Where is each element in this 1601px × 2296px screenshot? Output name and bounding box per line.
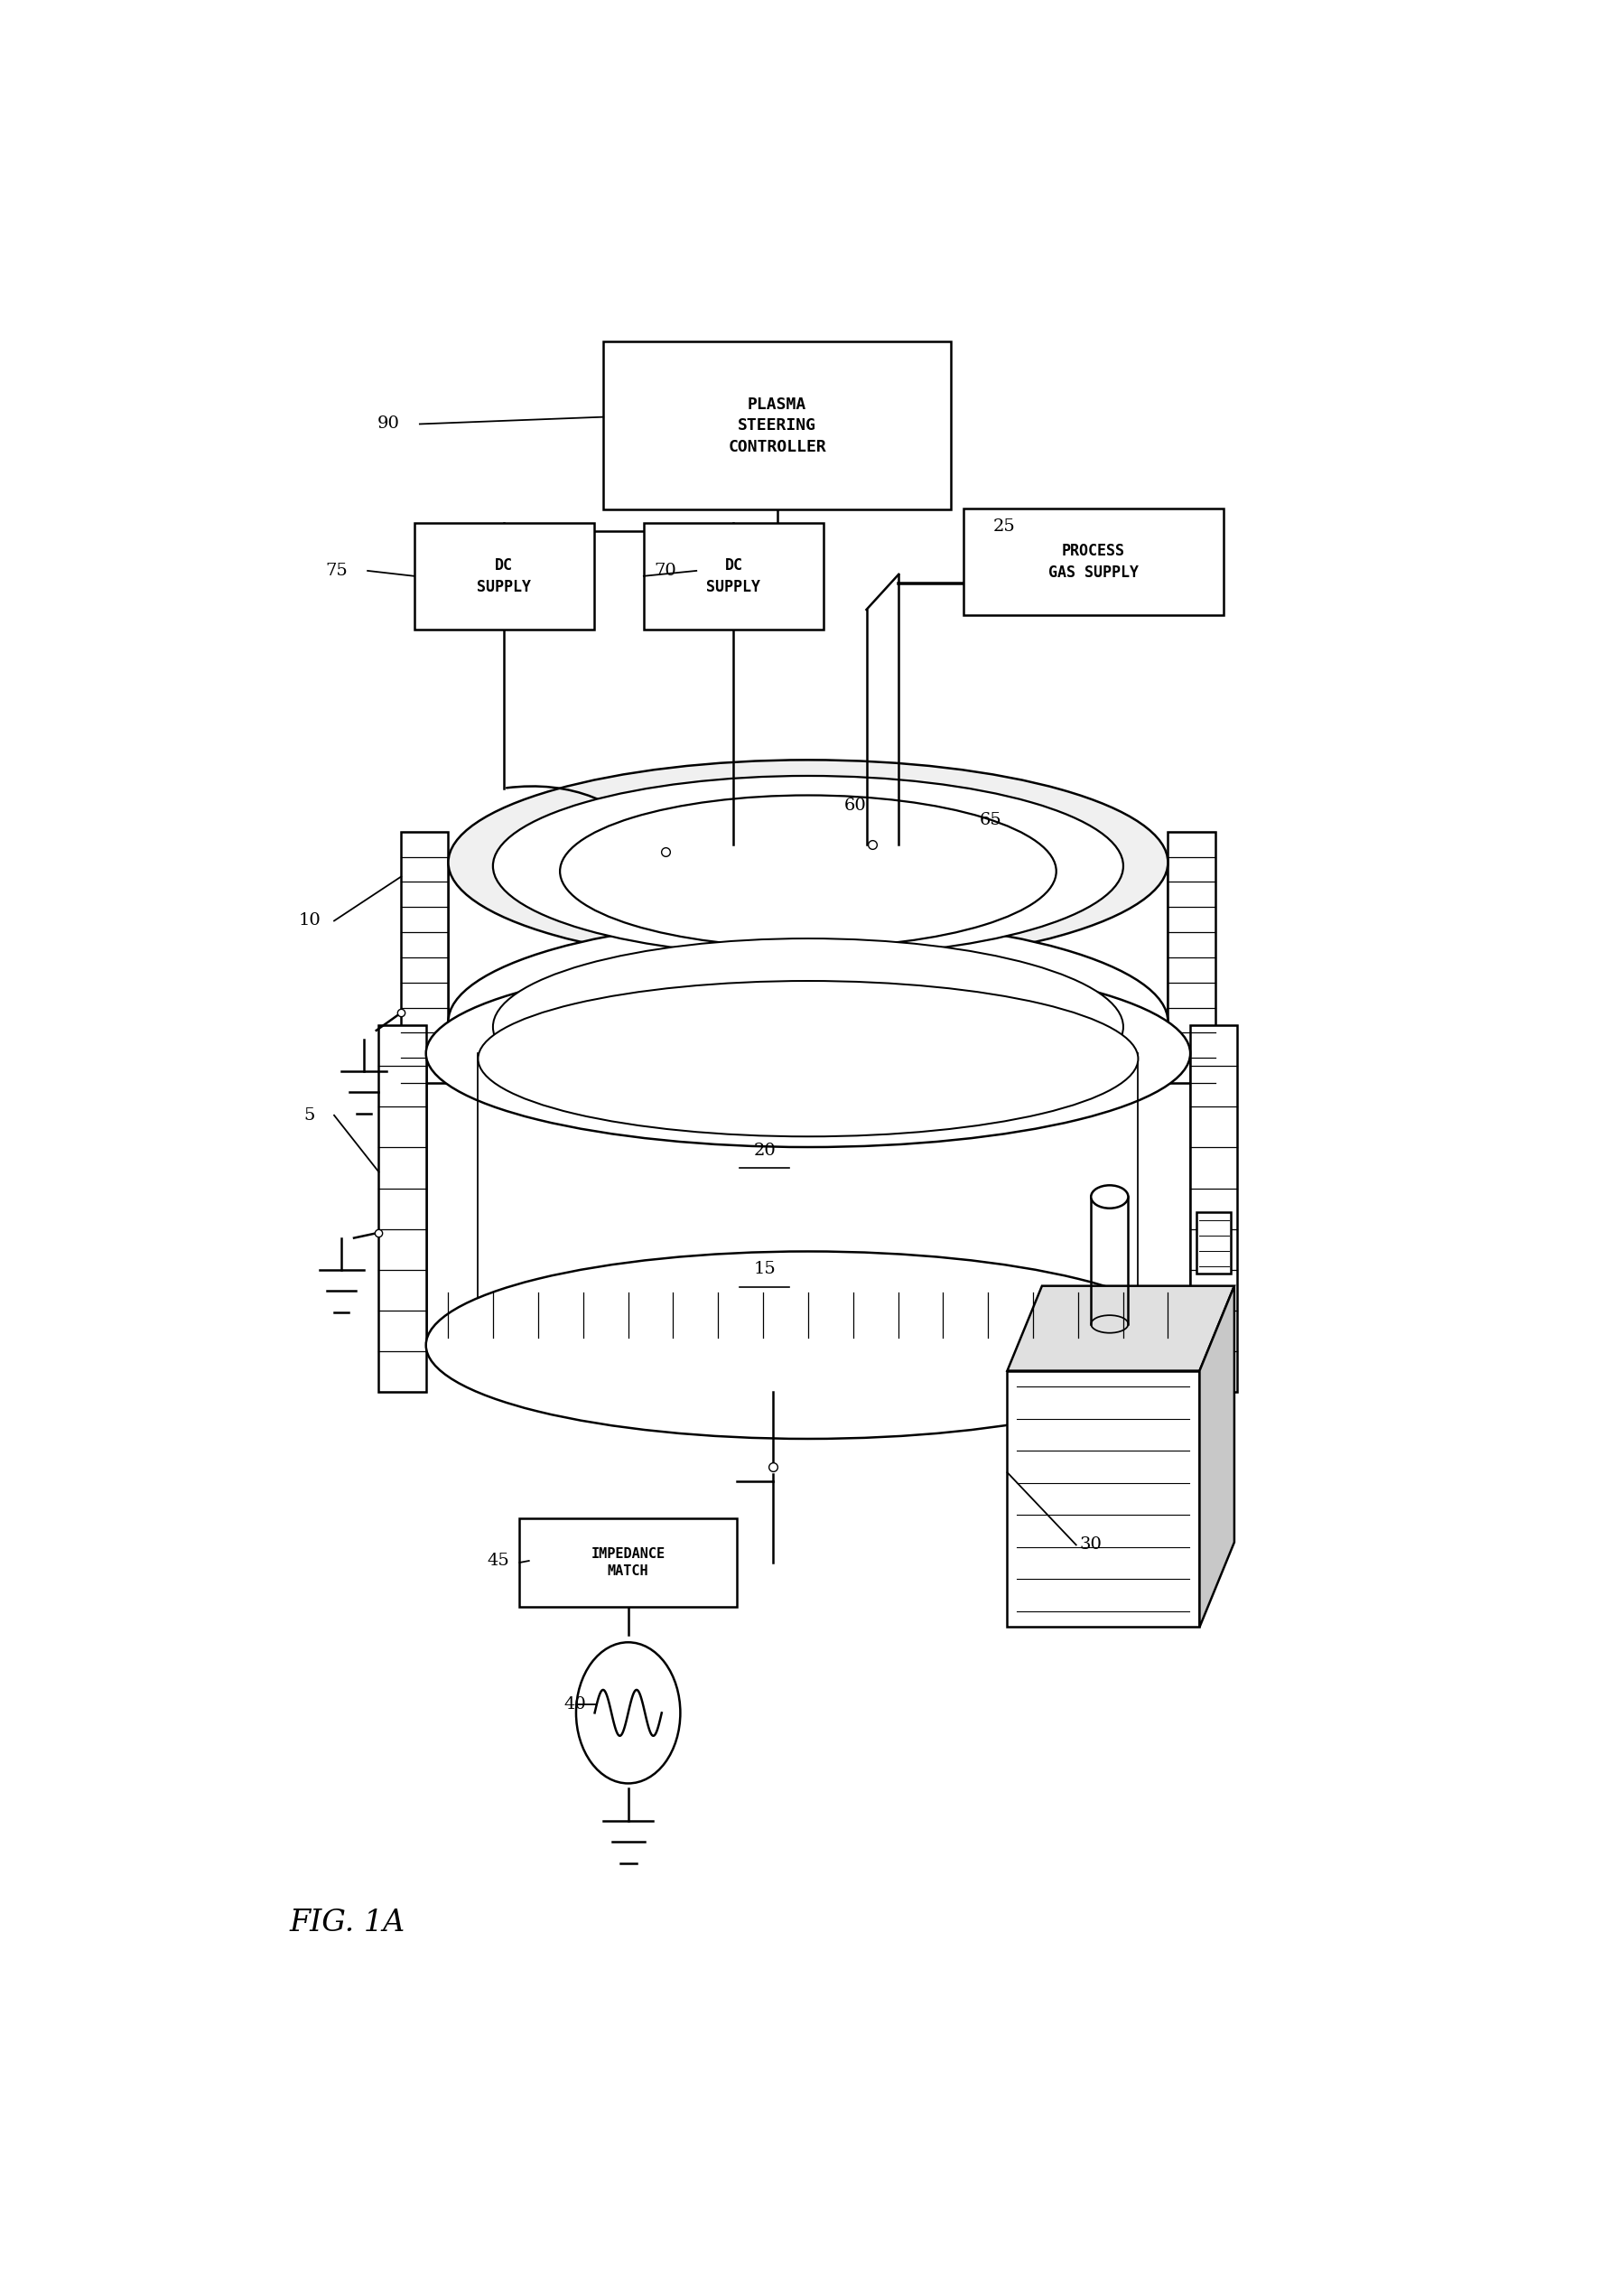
Text: 45: 45 bbox=[487, 1552, 509, 1568]
FancyBboxPatch shape bbox=[604, 342, 951, 510]
Ellipse shape bbox=[448, 918, 1169, 1125]
Polygon shape bbox=[1007, 1286, 1234, 1371]
FancyBboxPatch shape bbox=[415, 523, 594, 629]
Text: 70: 70 bbox=[655, 563, 677, 579]
FancyBboxPatch shape bbox=[1169, 831, 1215, 1084]
Text: PROCESS
GAS SUPPLY: PROCESS GAS SUPPLY bbox=[1049, 544, 1138, 581]
Text: 20: 20 bbox=[754, 1143, 776, 1159]
FancyBboxPatch shape bbox=[1007, 1371, 1199, 1628]
Text: 30: 30 bbox=[1079, 1536, 1101, 1552]
Ellipse shape bbox=[560, 794, 1057, 948]
FancyBboxPatch shape bbox=[520, 1518, 736, 1607]
Text: 15: 15 bbox=[754, 1261, 776, 1277]
Text: IMPEDANCE
MATCH: IMPEDANCE MATCH bbox=[591, 1548, 666, 1577]
FancyBboxPatch shape bbox=[402, 831, 448, 1084]
FancyBboxPatch shape bbox=[964, 510, 1223, 615]
Text: 65: 65 bbox=[980, 813, 1002, 829]
Text: 40: 40 bbox=[564, 1697, 586, 1713]
Ellipse shape bbox=[479, 980, 1138, 1137]
Text: 5: 5 bbox=[304, 1107, 315, 1123]
Polygon shape bbox=[1199, 1286, 1234, 1628]
FancyBboxPatch shape bbox=[1196, 1212, 1231, 1274]
Ellipse shape bbox=[493, 776, 1124, 955]
Ellipse shape bbox=[493, 939, 1124, 1116]
FancyBboxPatch shape bbox=[1190, 1026, 1238, 1391]
Text: 90: 90 bbox=[378, 416, 400, 432]
Text: 75: 75 bbox=[325, 563, 347, 579]
FancyBboxPatch shape bbox=[379, 1026, 426, 1391]
Ellipse shape bbox=[426, 960, 1190, 1148]
Text: PLASMA
STEERING
CONTROLLER: PLASMA STEERING CONTROLLER bbox=[728, 397, 826, 455]
Text: 60: 60 bbox=[844, 797, 866, 815]
Text: 10: 10 bbox=[298, 914, 320, 930]
Ellipse shape bbox=[426, 1251, 1190, 1440]
Text: DC
SUPPLY: DC SUPPLY bbox=[477, 558, 532, 595]
Text: FIG. 1A: FIG. 1A bbox=[290, 1908, 405, 1938]
Ellipse shape bbox=[576, 1642, 680, 1784]
Ellipse shape bbox=[1090, 1185, 1129, 1208]
Text: 25: 25 bbox=[993, 519, 1015, 535]
Ellipse shape bbox=[448, 760, 1169, 964]
Text: DC
SUPPLY: DC SUPPLY bbox=[706, 558, 760, 595]
FancyBboxPatch shape bbox=[644, 523, 823, 629]
